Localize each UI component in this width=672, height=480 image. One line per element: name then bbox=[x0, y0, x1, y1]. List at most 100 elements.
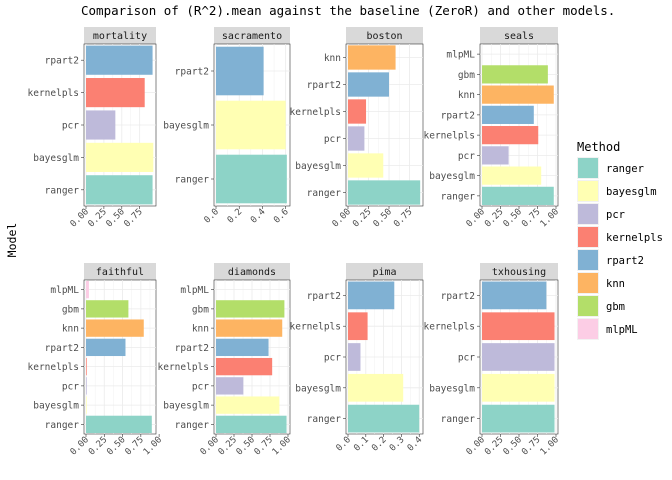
y-tick-label: ranger bbox=[307, 414, 342, 425]
legend-swatch-knn bbox=[578, 273, 598, 293]
bar-bayesglm bbox=[348, 373, 404, 402]
bar-gbm bbox=[86, 300, 129, 318]
legend-label: kernelpls bbox=[606, 232, 663, 244]
y-tick-label: ranger bbox=[307, 188, 342, 199]
panel-mortality: mortality 0.000.250.500.75 rpart2 kernelpls… bbox=[28, 27, 157, 229]
x-tick-label: 0.75 bbox=[122, 207, 144, 229]
bar-gbm bbox=[482, 65, 548, 84]
y-tick-label: rpart2 bbox=[45, 56, 79, 67]
bar-ranger bbox=[348, 404, 420, 433]
panel-boston: boston 0.000.250.500.75 knn rpart2 kernelpls… bbox=[290, 27, 424, 229]
y-tick-label: kernelpls bbox=[424, 322, 475, 333]
bar-bayesglm bbox=[216, 100, 286, 150]
y-axis-label: Model bbox=[5, 223, 19, 258]
y-tick-label: bayesglm bbox=[295, 383, 341, 394]
bar-rpart2 bbox=[86, 45, 153, 75]
x-tick-label: 0.25 bbox=[351, 207, 373, 229]
y-tick-label: mlpML bbox=[180, 285, 209, 296]
y-tick-label: pcr bbox=[458, 151, 475, 162]
y-tick-label: kernelpls bbox=[158, 362, 209, 373]
x-tick-label: 1.00 bbox=[539, 207, 561, 229]
y-tick-label: pcr bbox=[324, 353, 341, 364]
y-tick-label: gbm bbox=[192, 304, 209, 315]
chart-title: Comparison of (R^2).mean against the bas… bbox=[81, 3, 615, 18]
y-tick-label: knn bbox=[62, 324, 79, 335]
y-tick-label: knn bbox=[458, 90, 475, 101]
y-tick-label: knn bbox=[192, 324, 209, 335]
bar-bayesglm bbox=[216, 396, 280, 414]
y-tick-label: pcr bbox=[458, 353, 475, 364]
panel-strip-label: mortality bbox=[93, 31, 147, 42]
bar-gbm bbox=[216, 300, 285, 318]
x-tick-label: 0.3 bbox=[388, 435, 407, 454]
x-tick-label: 0.75 bbox=[392, 207, 414, 229]
bar-rpart2 bbox=[348, 72, 390, 97]
x-tick-label: 0.00 bbox=[69, 435, 91, 457]
legend-title: Method bbox=[577, 140, 620, 154]
bar-ranger bbox=[216, 415, 287, 434]
panel-pima: pima 0.0 0.1 0.2 0.3 0.4 rpart2 kernelpls pcr bay… bbox=[290, 263, 425, 454]
legend-label: gbm bbox=[606, 301, 625, 313]
bar-ranger bbox=[348, 180, 421, 205]
x-tick-label: 0.4 bbox=[249, 207, 268, 226]
panel-strip-label: pima bbox=[372, 267, 396, 278]
y-tick-label: rpart2 bbox=[45, 343, 79, 354]
y-tick-label: ranger bbox=[441, 414, 476, 425]
bar-rpart2 bbox=[216, 338, 269, 357]
panel-strip bbox=[214, 263, 290, 280]
legend-swatch-mlpML bbox=[578, 319, 598, 339]
legend-label: ranger bbox=[606, 163, 644, 175]
bar-pcr bbox=[86, 377, 87, 395]
panel-strip bbox=[84, 27, 156, 44]
bar-kernelpls bbox=[482, 312, 555, 341]
x-tick-label: 0.2 bbox=[370, 435, 389, 454]
legend: Method ranger bayesglm pcr kernelpls rpart2 kn… bbox=[577, 140, 663, 340]
x-tick-label: 0.4 bbox=[406, 435, 425, 454]
x-tick-label: 0.6 bbox=[272, 207, 291, 226]
panel-txhousing: txhousing 0.000.250.500.751.00 rpart2 kerne… bbox=[424, 263, 561, 457]
y-tick-label: kernelpls bbox=[28, 88, 79, 99]
panel-background bbox=[345, 43, 424, 207]
y-tick-label: kernelpls bbox=[28, 362, 79, 373]
legend-label: knn bbox=[606, 278, 625, 290]
legend-swatch-kernelpls bbox=[578, 227, 598, 247]
y-tick-label: gbm bbox=[62, 304, 79, 315]
bar-rpart2 bbox=[86, 338, 126, 357]
panel-strip-label: sacramento bbox=[222, 31, 282, 42]
y-tick-label: pcr bbox=[192, 381, 209, 392]
bar-ranger bbox=[86, 175, 153, 205]
bar-rpart2 bbox=[216, 46, 264, 96]
bar-ranger bbox=[216, 154, 287, 204]
y-tick-label: mlpML bbox=[50, 285, 79, 296]
y-tick-label: kernelpls bbox=[424, 131, 475, 142]
panel-strip bbox=[346, 263, 423, 280]
y-tick-label: rpart2 bbox=[441, 291, 475, 302]
panel-diamonds: diamonds 0.000.250.500.751.00 mlpML gbm knn r… bbox=[158, 263, 293, 457]
y-tick-label: bayesglm bbox=[33, 401, 79, 412]
panel-strip-label: diamonds bbox=[228, 267, 276, 278]
x-tick-label: 0.25 bbox=[87, 207, 109, 229]
x-tick-label: 0.00 bbox=[199, 435, 221, 457]
y-tick-label: bayesglm bbox=[163, 401, 209, 412]
bar-bayesglm bbox=[348, 153, 384, 178]
x-tick-label: 0.25 bbox=[483, 435, 505, 457]
y-tick-label: ranger bbox=[441, 191, 476, 202]
y-tick-label: bayesglm bbox=[295, 161, 341, 172]
bar-knn bbox=[86, 319, 144, 337]
y-tick-label: mlpML bbox=[446, 50, 475, 61]
bar-pcr bbox=[86, 110, 116, 140]
x-tick-label: 0.50 bbox=[372, 207, 394, 229]
bar-rpart2 bbox=[482, 105, 534, 124]
x-tick-label: 0.50 bbox=[105, 435, 127, 457]
legend-label: rpart2 bbox=[606, 255, 644, 267]
bar-kernelpls bbox=[348, 99, 367, 124]
y-tick-label: ranger bbox=[45, 185, 80, 196]
bar-pcr bbox=[482, 146, 509, 165]
x-tick-label: 0.50 bbox=[235, 435, 257, 457]
panel-strip bbox=[480, 27, 558, 44]
y-tick-label: bayesglm bbox=[33, 153, 79, 164]
y-tick-label: bayesglm bbox=[429, 171, 475, 182]
x-tick-label: 0.00 bbox=[331, 207, 353, 229]
panel-strip bbox=[84, 263, 156, 280]
